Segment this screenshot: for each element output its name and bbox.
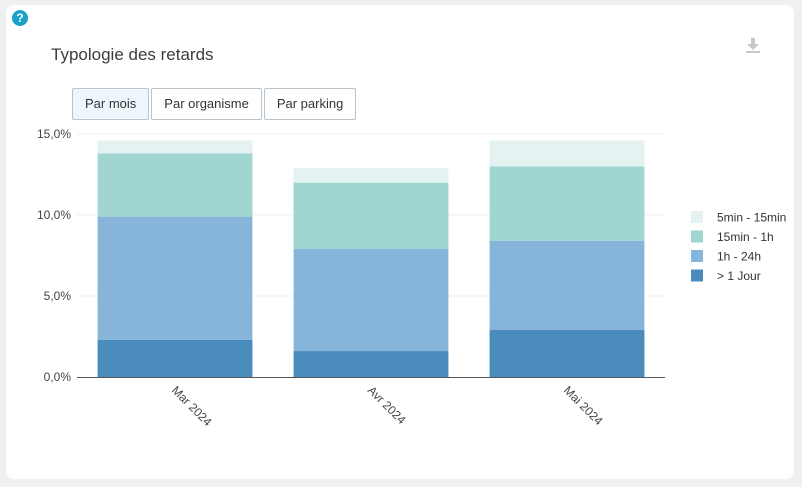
- bar-segment: [97, 140, 253, 154]
- legend-label: 1h - 24h: [717, 250, 761, 264]
- legend-swatch: [691, 269, 703, 282]
- y-tick-label: 5,0%: [44, 289, 72, 303]
- y-tick-label: 10,0%: [37, 208, 71, 222]
- question-icon[interactable]: ?: [12, 10, 28, 26]
- bar-segment: [293, 351, 449, 377]
- y-tick-label: 0,0%: [44, 370, 72, 384]
- bar-segment: [97, 339, 253, 377]
- tab-par-organisme[interactable]: Par organisme: [151, 88, 262, 120]
- tab-par-mois[interactable]: Par mois: [72, 88, 150, 120]
- tab-par-parking[interactable]: Par parking: [263, 88, 357, 120]
- legend-swatch: [691, 230, 703, 243]
- bar-segment: [97, 216, 253, 340]
- legend-label: > 1 Jour: [717, 269, 761, 283]
- x-tick-label: Mar 2024: [169, 383, 215, 429]
- legend-label: 15min - 1h: [717, 230, 774, 244]
- chart-title: Typologie des retards: [51, 45, 214, 64]
- bar-segment: [489, 240, 645, 331]
- legend-label: 5min - 15min: [717, 211, 786, 225]
- bar-segment: [293, 249, 449, 352]
- bar-segment: [293, 182, 449, 250]
- legend-swatch: [691, 211, 703, 223]
- x-tick-label: Avr 2024: [365, 383, 409, 427]
- bar-segment: [489, 330, 645, 377]
- bar-segment: [489, 166, 645, 241]
- bar-segment: [293, 168, 449, 183]
- bar-segment: [489, 140, 645, 167]
- bar-segment: [97, 153, 253, 217]
- y-tick-label: 15,0%: [37, 127, 71, 141]
- x-tick-label: Mai 2024: [561, 383, 606, 428]
- download-icon[interactable]: [744, 36, 762, 54]
- legend-swatch: [691, 250, 703, 262]
- view-tabs: Par mois Par organisme Par parking: [72, 88, 357, 120]
